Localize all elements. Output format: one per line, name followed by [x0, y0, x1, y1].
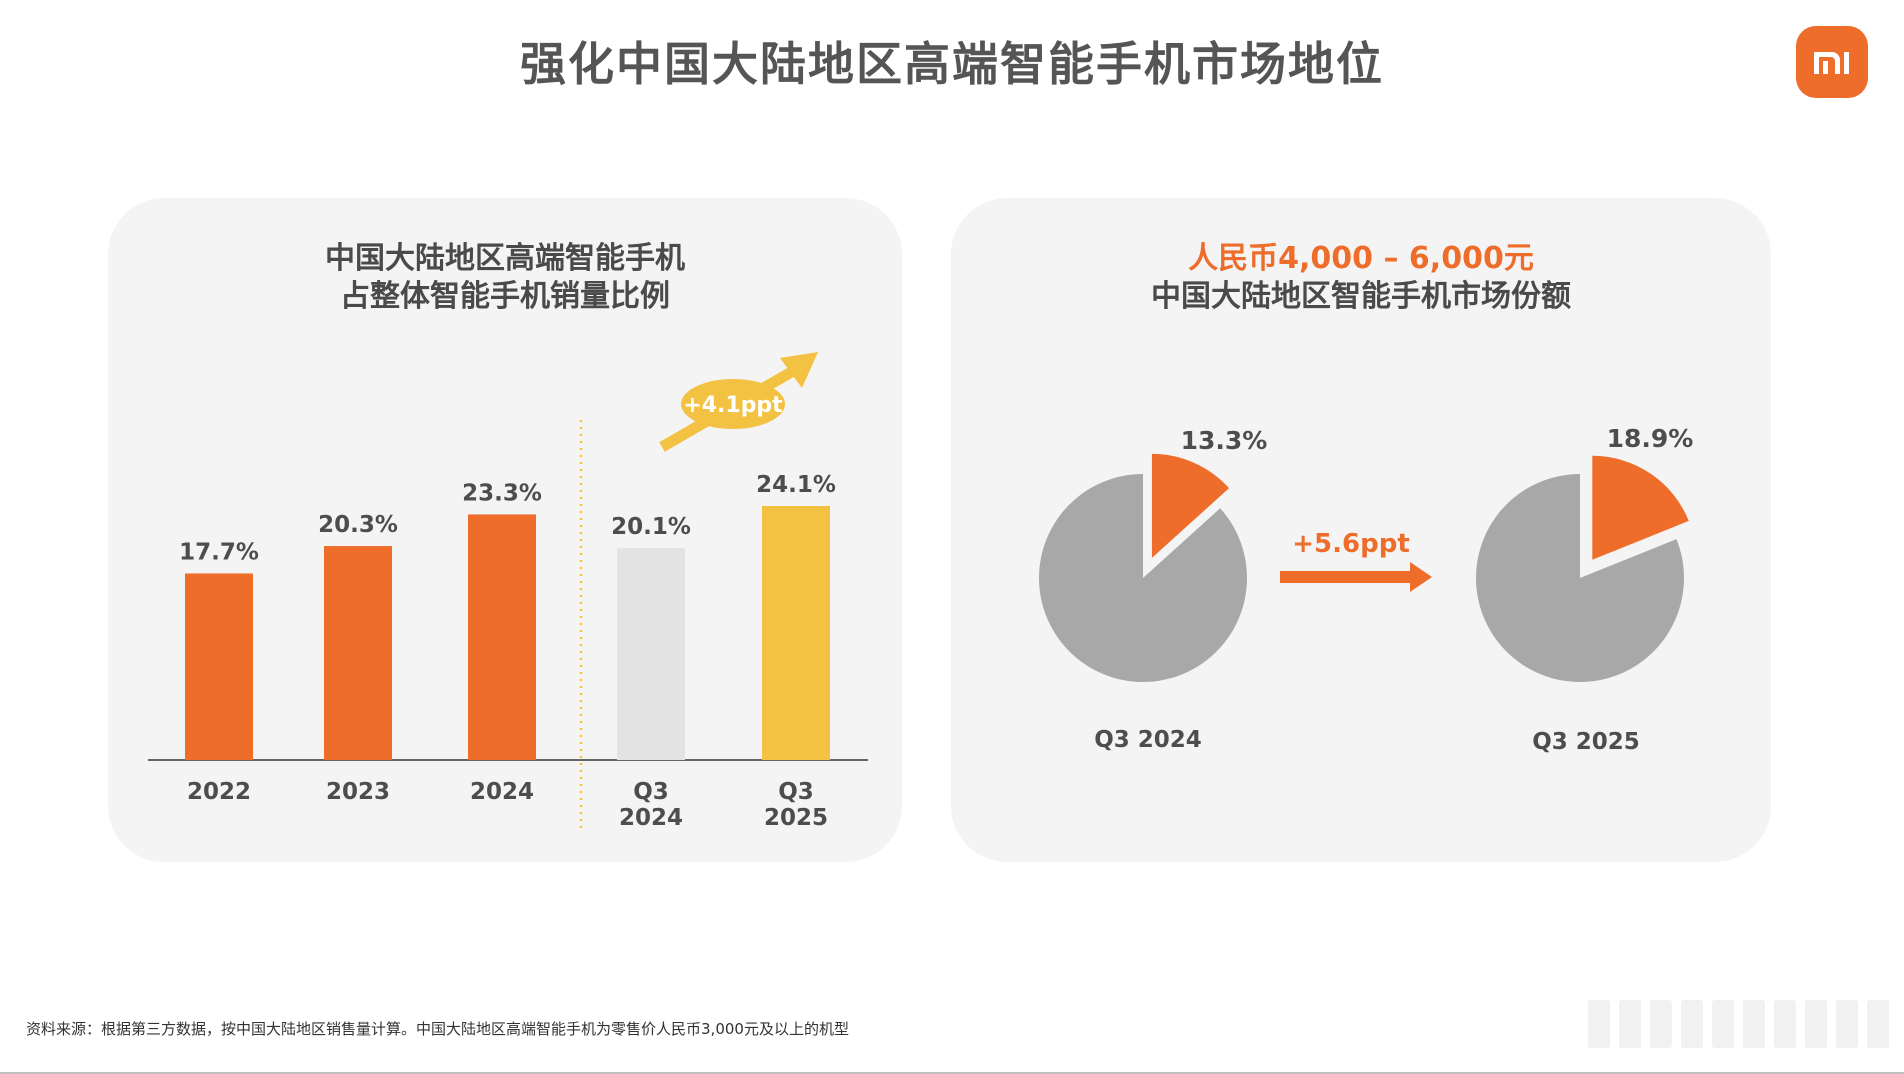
bar-value-label: 23.3% [462, 480, 542, 506]
stripe [1867, 1000, 1889, 1048]
pie-chart-title-line2: 中国大陆地区智能手机市场份额 [1151, 279, 1571, 314]
stripe [1650, 1000, 1672, 1048]
price-range-label: 人民币4,000 – 6,000元 [1188, 241, 1534, 276]
category-tick-label: 2023 [326, 779, 390, 805]
growth-badge [681, 379, 785, 429]
category-tick-label: 2025 [764, 805, 828, 831]
pie-chart-title-line1: 人民币4,000 – 6,000元 [951, 240, 1771, 278]
stripe [1836, 1000, 1858, 1048]
category-tick-label: 2022 [187, 779, 251, 805]
growth-arrow-head [780, 352, 818, 388]
page-title: 强化中国大陆地区高端智能手机市场地位 [520, 37, 1384, 91]
bar-value-label: 17.7% [179, 539, 259, 565]
pie-remainder-slice [1039, 474, 1248, 683]
bar-value-label: 20.3% [318, 512, 398, 538]
bar-chart-title-line1: 中国大陆地区高端智能手机 [325, 241, 685, 276]
pie-value-label: 18.9% [1607, 424, 1694, 453]
change-annotation: +5.6ppt [1292, 529, 1410, 559]
mi-logo-icon [1814, 52, 1849, 74]
watermark-stripes [1588, 1000, 1889, 1048]
stripe [1681, 1000, 1703, 1048]
change-arrow-head [1410, 562, 1432, 592]
bar [324, 546, 392, 760]
pie-category-label: Q3 2025 [1532, 729, 1640, 755]
bar-value-label: 24.1% [756, 472, 836, 498]
bar-chart-title-line2: 占整体智能手机销量比例 [340, 279, 670, 314]
source-footnote: 资料来源：根据第三方数据，按中国大陆地区销售量计算。中国大陆地区高端智能手机为零… [26, 1020, 849, 1038]
stripe [1774, 1000, 1796, 1048]
pie-category-label: Q3 2024 [1094, 727, 1202, 753]
stripe [1712, 1000, 1734, 1048]
bar-value-label: 20.1% [611, 514, 691, 540]
pie-share-slice [1151, 453, 1230, 558]
category-tick-label: Q3 [778, 779, 814, 805]
change-arrow-shaft [1280, 571, 1412, 583]
pie-share-slice [1592, 455, 1689, 560]
stripe [1805, 1000, 1827, 1048]
pie-value-label: 13.3% [1181, 426, 1268, 455]
category-tick-label: 2024 [470, 779, 534, 805]
growth-annotation: +4.1ppt [683, 393, 783, 418]
bar [617, 548, 685, 760]
bottom-rule [0, 1072, 1904, 1074]
category-tick-label: Q3 [633, 779, 669, 805]
xiaomi-logo [1796, 26, 1868, 98]
bar [762, 506, 830, 760]
bar [185, 573, 253, 760]
pie-remainder-slice [1476, 474, 1685, 683]
category-tick-label: 2024 [619, 805, 683, 831]
stripe [1743, 1000, 1765, 1048]
stripe [1588, 1000, 1610, 1048]
stripe [1619, 1000, 1641, 1048]
bar [468, 514, 536, 760]
